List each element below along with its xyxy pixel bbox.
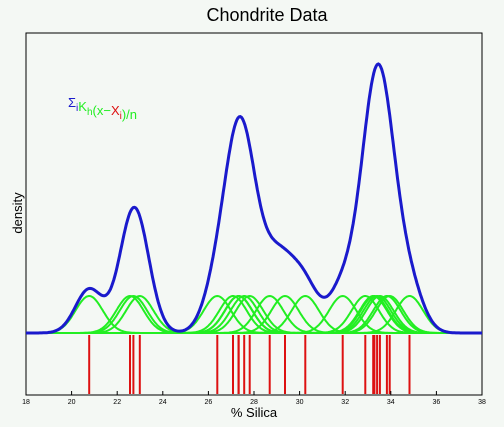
plot-frame [25, 32, 483, 396]
x-tick-label: 34 [387, 399, 395, 406]
x-tick-label: 32 [341, 399, 349, 406]
chart-title: Chondrite Data [206, 5, 328, 25]
kernel-curve-22 [26, 295, 482, 334]
y-axis-label: density [10, 192, 25, 234]
kernel-curves [26, 294, 482, 334]
x-tick-label: 30 [296, 399, 304, 406]
x-tick-label: 28 [250, 399, 258, 406]
x-tick-label: 24 [159, 399, 167, 406]
kde-curve-group [26, 62, 482, 335]
x-axis-ticks: 18 20 22 24 26 28 30 32 34 36 38 [22, 391, 486, 406]
x-tick-label: 26 [205, 399, 213, 406]
x-tick-label: 18 [22, 399, 30, 406]
rug-marks [88, 335, 411, 394]
x-tick-label: 20 [68, 399, 76, 406]
x-tick-label: 22 [113, 399, 121, 406]
x-axis-label: % Silica [231, 405, 278, 420]
x-tick-label: 38 [478, 399, 486, 406]
kde-curve [26, 62, 482, 335]
x-tick-label: 36 [433, 399, 441, 406]
kde-formula-annotation: ΣiKh(x−Xi)/n [68, 95, 137, 122]
